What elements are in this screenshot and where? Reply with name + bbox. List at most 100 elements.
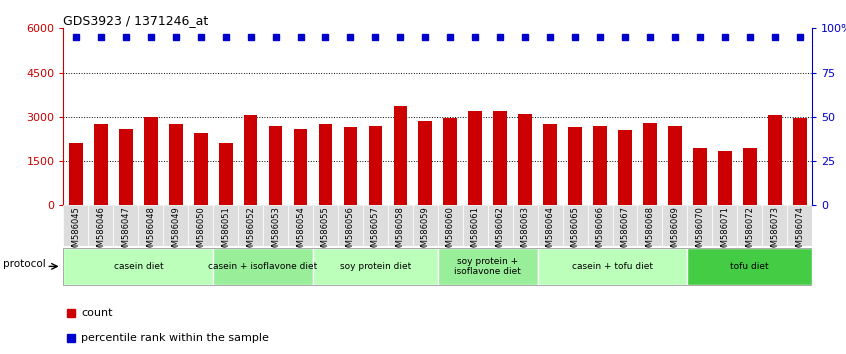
Text: GSM586074: GSM586074 [795, 206, 805, 257]
Bar [219, 143, 233, 205]
Bar [163, 205, 188, 246]
Bar [313, 248, 437, 285]
Bar [138, 205, 163, 246]
Text: GSM586073: GSM586073 [770, 206, 779, 257]
Bar [743, 148, 756, 205]
Text: casein + isoflavone diet: casein + isoflavone diet [208, 262, 318, 271]
Bar [369, 126, 382, 205]
Bar [313, 205, 338, 246]
Text: count: count [81, 308, 113, 318]
Text: GSM586045: GSM586045 [71, 206, 80, 257]
Bar [244, 115, 257, 205]
Bar [513, 205, 538, 246]
Text: GSM586057: GSM586057 [371, 206, 380, 257]
Bar [169, 124, 183, 205]
Text: soy protein +
isoflavone diet: soy protein + isoflavone diet [454, 257, 521, 276]
Bar [793, 118, 806, 205]
Text: GSM586061: GSM586061 [470, 206, 480, 257]
Text: GSM586060: GSM586060 [446, 206, 455, 257]
Bar [194, 133, 207, 205]
Bar [762, 205, 787, 246]
Text: protocol: protocol [3, 259, 46, 269]
Text: GSM586046: GSM586046 [96, 206, 106, 257]
Text: GSM586049: GSM586049 [171, 206, 180, 257]
Bar [288, 205, 313, 246]
Bar [737, 205, 762, 246]
Bar [768, 115, 782, 205]
Bar [88, 205, 113, 246]
Bar [343, 127, 357, 205]
Text: GSM586048: GSM586048 [146, 206, 156, 257]
Bar [569, 127, 582, 205]
Bar [519, 114, 532, 205]
Text: GSM586071: GSM586071 [720, 206, 729, 257]
Bar [693, 148, 706, 205]
Text: GSM586065: GSM586065 [570, 206, 580, 257]
Text: GSM586051: GSM586051 [221, 206, 230, 257]
Text: GSM586070: GSM586070 [695, 206, 705, 257]
Text: GSM586052: GSM586052 [246, 206, 255, 257]
Text: GSM586072: GSM586072 [745, 206, 755, 257]
Bar [487, 205, 513, 246]
Text: percentile rank within the sample: percentile rank within the sample [81, 333, 269, 343]
Bar [618, 130, 632, 205]
Bar [119, 129, 133, 205]
Bar [393, 107, 407, 205]
Bar [469, 111, 482, 205]
Bar [718, 151, 732, 205]
Bar [637, 205, 662, 246]
Bar [213, 205, 238, 246]
Bar [419, 121, 432, 205]
Text: casein diet: casein diet [113, 262, 163, 271]
Bar [662, 205, 687, 246]
Bar [294, 129, 307, 205]
Bar [643, 123, 656, 205]
Bar [493, 111, 507, 205]
Bar [687, 248, 812, 285]
Bar [437, 205, 463, 246]
Bar [587, 205, 613, 246]
Bar [63, 248, 213, 285]
Bar [69, 143, 83, 205]
Bar [238, 205, 263, 246]
Bar [387, 205, 413, 246]
Bar [787, 205, 812, 246]
Bar [668, 126, 682, 205]
Bar [563, 205, 587, 246]
Bar [338, 205, 363, 246]
Bar [543, 124, 557, 205]
Bar [319, 124, 332, 205]
Bar [144, 117, 157, 205]
Text: casein + tofu diet: casein + tofu diet [572, 262, 653, 271]
Text: GSM586059: GSM586059 [420, 206, 430, 257]
Text: tofu diet: tofu diet [730, 262, 769, 271]
Text: GSM586066: GSM586066 [596, 206, 605, 257]
Text: soy protein diet: soy protein diet [340, 262, 411, 271]
Text: GSM586056: GSM586056 [346, 206, 355, 257]
Bar [363, 205, 387, 246]
Text: GSM586062: GSM586062 [496, 206, 505, 257]
Bar [443, 118, 457, 205]
Bar [94, 124, 107, 205]
Text: GSM586053: GSM586053 [271, 206, 280, 257]
Bar [413, 205, 437, 246]
Text: GDS3923 / 1371246_at: GDS3923 / 1371246_at [63, 14, 209, 27]
Text: GSM586055: GSM586055 [321, 206, 330, 257]
Text: GSM586058: GSM586058 [396, 206, 405, 257]
Text: GSM586050: GSM586050 [196, 206, 206, 257]
Bar [593, 126, 607, 205]
Bar [538, 205, 563, 246]
Bar [463, 205, 487, 246]
Bar [712, 205, 737, 246]
Text: GSM586068: GSM586068 [645, 206, 655, 257]
Bar [538, 248, 687, 285]
Text: GSM586064: GSM586064 [546, 206, 555, 257]
Bar [687, 205, 712, 246]
Bar [613, 205, 637, 246]
Bar [269, 126, 283, 205]
Bar [437, 248, 538, 285]
Bar [63, 205, 88, 246]
Text: GSM586054: GSM586054 [296, 206, 305, 257]
Bar [213, 248, 313, 285]
Bar [113, 205, 138, 246]
